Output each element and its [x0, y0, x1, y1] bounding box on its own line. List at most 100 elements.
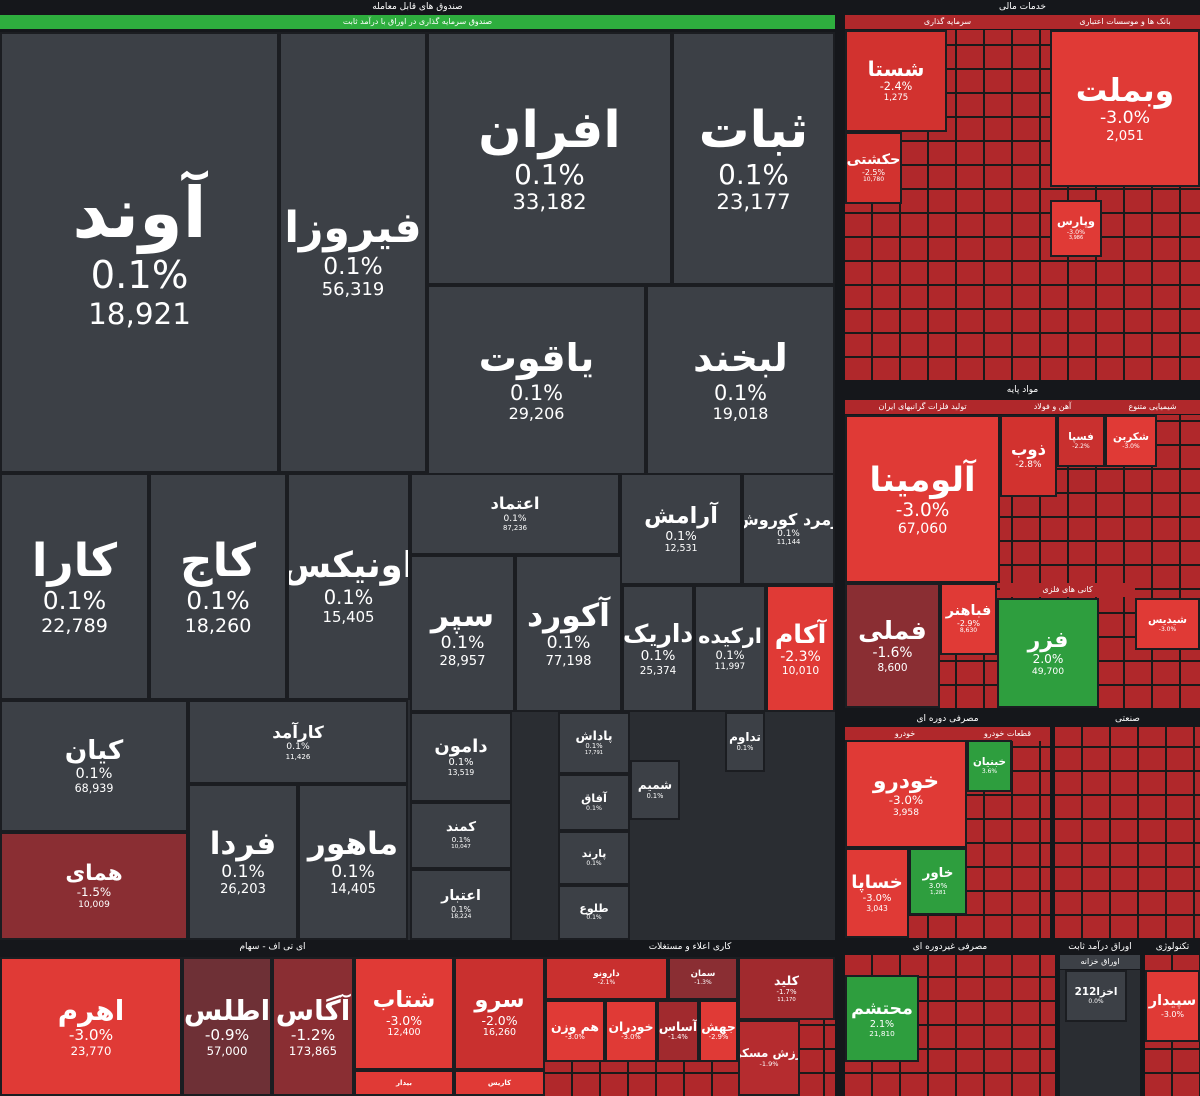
tile-name: فباهنر: [945, 602, 992, 619]
section-subtitle: شیمیایی متنوع: [1105, 400, 1200, 414]
tile-value: 8,600: [877, 661, 908, 674]
section-subtitle: کانی های فلزی: [1000, 583, 1135, 597]
tile-name: اهرم: [57, 994, 125, 1028]
stock-tile: آکورد 0.1% 77,198: [515, 555, 622, 712]
section-subtitle: اوراق خزانه: [1060, 955, 1140, 969]
tile-change: 0.1%: [718, 158, 789, 192]
stock-tile: اعتماد 0.1% 87,236: [410, 473, 620, 555]
tile-name: آکام: [774, 618, 827, 649]
tile-change: -3.0%: [895, 499, 950, 521]
stock-tile: فباهنر -2.9% 8,630: [940, 583, 997, 655]
tile-change: -3.0%: [1158, 625, 1177, 633]
tile-name: فملی: [858, 616, 927, 646]
tile-name: محتشم: [851, 998, 913, 1019]
tile-name: کاریس: [487, 1078, 512, 1087]
tile-name: خودرو: [872, 768, 940, 794]
tile-value: 28,957: [439, 653, 486, 669]
tile-change: 0.1%: [777, 529, 800, 540]
tile-name: شمیم: [637, 778, 673, 793]
tile-name: ماهور: [307, 825, 399, 862]
tile-name: اعتماد: [490, 494, 540, 514]
tile-name: ذوب: [1010, 440, 1047, 460]
tile-name: یاقوت: [478, 335, 595, 380]
stock-tile: فیروزا 0.1% 56,319: [279, 32, 427, 473]
tile-value: 49,700: [1031, 666, 1065, 678]
tile-value: 14,405: [330, 882, 376, 898]
tile-change: 3.0%: [928, 880, 948, 890]
tile-change: 0.1%: [448, 757, 474, 769]
stock-tile: همای -1.5% 10,009: [0, 832, 188, 940]
stock-tile: آگاس -1.2% 173,865: [272, 957, 354, 1096]
tile-value: 18,260: [184, 614, 252, 637]
stock-tile: شیدیس -3.0%: [1135, 598, 1200, 650]
tile-name: شکربن: [1113, 430, 1149, 443]
section-subtitle: قطعات خودرو: [965, 727, 1050, 741]
stock-tile: خبنیان 3.6%: [967, 740, 1012, 792]
tile-change: 0.1%: [546, 633, 591, 654]
section-subtitle: صندوق سرمایه گذاری در اوراق با درآمد ثاب…: [0, 15, 835, 29]
tile-change: 0.1%: [646, 792, 664, 801]
tile-change: -3.0%: [621, 1033, 641, 1042]
tile-change: 0.1%: [440, 633, 485, 654]
stock-tile: شکربن -3.0%: [1105, 415, 1157, 467]
tile-name: پاداش: [575, 727, 613, 743]
tile-value: 3,043: [866, 903, 888, 913]
tile-name: کلید: [774, 973, 799, 989]
tile-name: تداوم: [729, 730, 761, 745]
tile-value: 8,630: [959, 627, 978, 635]
tile-name: آرامش: [644, 502, 718, 529]
tile-change: 0.1%: [665, 529, 697, 544]
tile-name: آگاس: [275, 994, 351, 1028]
tile-change: 0.1%: [221, 861, 265, 882]
tile-name: وپارس: [1057, 214, 1095, 229]
section-area: [1055, 727, 1200, 938]
tile-change: 0.1%: [586, 914, 602, 922]
tile-change: -1.6%: [872, 644, 913, 661]
stock-tile: آساس -1.4%: [657, 1000, 699, 1062]
tile-value: 15,405: [322, 608, 375, 627]
tile-name: شستا: [867, 56, 925, 81]
section-title: کاری اعلاء و مستغلات: [648, 942, 732, 952]
tile-name: داریک: [622, 619, 694, 649]
tile-change: -2.3%: [780, 648, 821, 665]
stock-tile: پارند 0.1%: [558, 831, 630, 885]
tile-change: 0.1%: [286, 741, 310, 753]
stock-tile: ذوب -2.8%: [1000, 415, 1057, 497]
stock-tile: شستا -2.4% 1,275: [845, 30, 947, 132]
section-title: مصرفی غیردوره ای: [912, 942, 988, 952]
tile-change: -3.0%: [1099, 108, 1151, 129]
tile-name: آساس: [658, 1018, 698, 1034]
tile-change: 0.1%: [514, 158, 585, 192]
tile-change: -2.5%: [862, 168, 885, 178]
tile-value: 17,791: [584, 750, 604, 757]
tile-value: 56,319: [321, 279, 385, 301]
tile-value: 12,531: [664, 542, 698, 554]
tile-value: 173,865: [288, 1043, 338, 1058]
tile-name: ارزش مسکن: [740, 1046, 798, 1061]
stock-tile: ماهور 0.1% 14,405: [298, 784, 408, 940]
stock-tile: اخزا212 0.0%: [1065, 970, 1127, 1022]
tile-change: -3.0%: [1122, 442, 1140, 450]
tile-value: 21,810: [869, 1028, 895, 1038]
section-title: تکنولوژی: [1155, 942, 1190, 952]
section-title: اوراق درآمد ثابت: [1068, 942, 1132, 952]
tile-name: کاج: [179, 534, 257, 588]
tile-name: خبنیان: [973, 755, 1006, 768]
tile-change: 0.1%: [42, 586, 107, 616]
tile-name: ارکیده: [698, 624, 762, 649]
tile-value: 23,770: [70, 1043, 112, 1058]
tile-change: 0.1%: [736, 744, 754, 753]
tile-change: -3.0%: [1161, 1009, 1184, 1019]
tile-name: فسپا: [1068, 430, 1094, 443]
tile-change: -3.0%: [862, 893, 892, 905]
tile-name: شیدیس: [1147, 613, 1188, 626]
tile-change: 0.1%: [451, 904, 471, 914]
section-title: مواد پایه: [1006, 385, 1039, 395]
tile-name: حکشتی: [846, 151, 901, 168]
tile-name: اونیکس: [287, 545, 410, 587]
tile-name: اطلس: [183, 994, 271, 1028]
stock-tile: طلوع 0.1%: [558, 885, 630, 940]
stock-tile: لبخند 0.1% 19,018: [646, 285, 835, 475]
tile-change: -3.0%: [888, 793, 924, 808]
tile-value: 12,400: [387, 1027, 421, 1039]
